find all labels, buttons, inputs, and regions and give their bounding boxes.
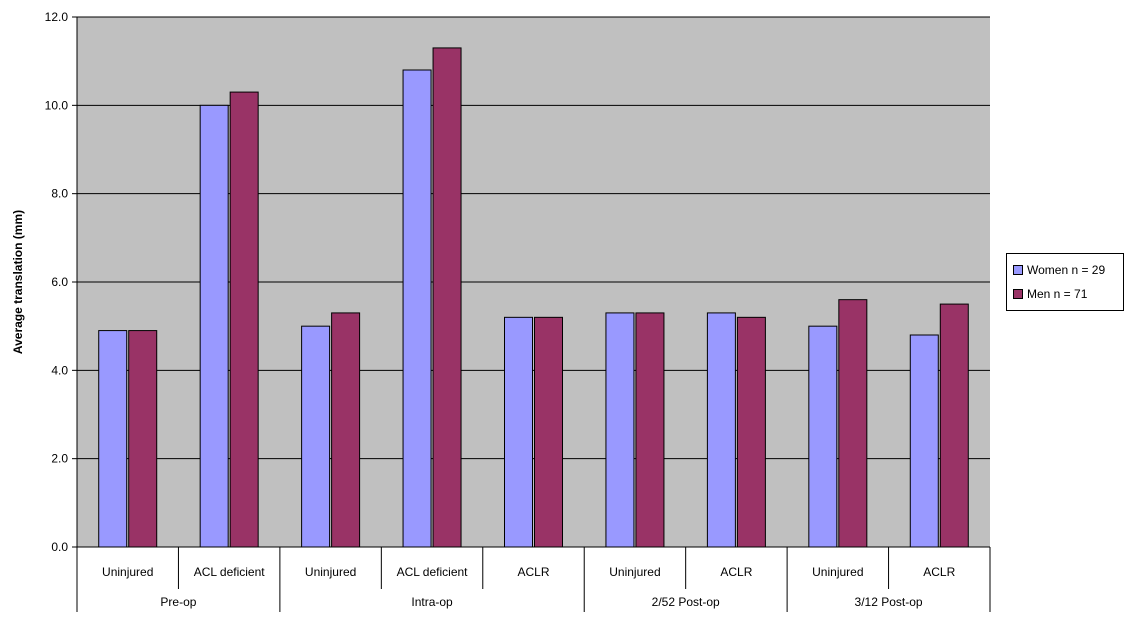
bar-women	[605, 312, 635, 548]
bar-men	[128, 330, 158, 548]
y-tick-label: 6.0	[51, 275, 68, 289]
x-group-label: 2/52 Post-op	[652, 595, 720, 609]
y-axis-label: Average translation (mm)	[11, 210, 25, 354]
y-tick-label: 4.0	[51, 363, 68, 377]
legend: Women n = 29 Men n = 71	[1006, 253, 1124, 311]
bar-women	[98, 330, 128, 548]
x-group-label: Pre-op	[160, 595, 196, 609]
y-tick-label: 0.0	[51, 540, 68, 554]
legend-item-women: Women n = 29	[1013, 263, 1105, 277]
x-category-label: Uninjured	[609, 565, 660, 579]
bar-women	[301, 325, 331, 548]
legend-label-men: Men n = 71	[1027, 287, 1088, 301]
x-category-label: ACL deficient	[194, 565, 266, 579]
x-category-label: ACLR	[517, 565, 549, 579]
legend-label-women: Women n = 29	[1027, 263, 1106, 277]
bar-women	[706, 312, 736, 548]
bar-women	[402, 69, 432, 548]
legend-swatch-women	[1013, 265, 1023, 275]
bar-men	[229, 91, 259, 548]
bar-men	[736, 316, 766, 548]
y-tick-label: 8.0	[51, 187, 68, 201]
bar-women	[199, 104, 229, 548]
y-tick-label: 12.0	[45, 10, 69, 24]
legend-swatch-men	[1013, 289, 1023, 299]
y-tick-label: 10.0	[45, 98, 69, 112]
bar-women	[909, 334, 939, 548]
bar-men	[331, 312, 361, 548]
bar-women	[808, 325, 838, 548]
x-category-label: ACLR	[923, 565, 955, 579]
x-category-label: Uninjured	[812, 565, 863, 579]
y-tick-label: 2.0	[51, 452, 68, 466]
bar-men	[838, 299, 868, 548]
x-category-label: Uninjured	[102, 565, 153, 579]
x-category-label: Uninjured	[305, 565, 356, 579]
x-group-label: Intra-op	[411, 595, 453, 609]
legend-item-men: Men n = 71	[1013, 287, 1087, 301]
bar-men	[635, 312, 665, 548]
x-category-label: ACL deficient	[397, 565, 469, 579]
bar-men	[939, 303, 969, 548]
bar-men	[534, 316, 563, 548]
bar-women	[504, 316, 533, 548]
x-category-label: ACLR	[720, 565, 752, 579]
bar-men	[432, 47, 462, 548]
x-group-label: 3/12 Post-op	[855, 595, 923, 609]
